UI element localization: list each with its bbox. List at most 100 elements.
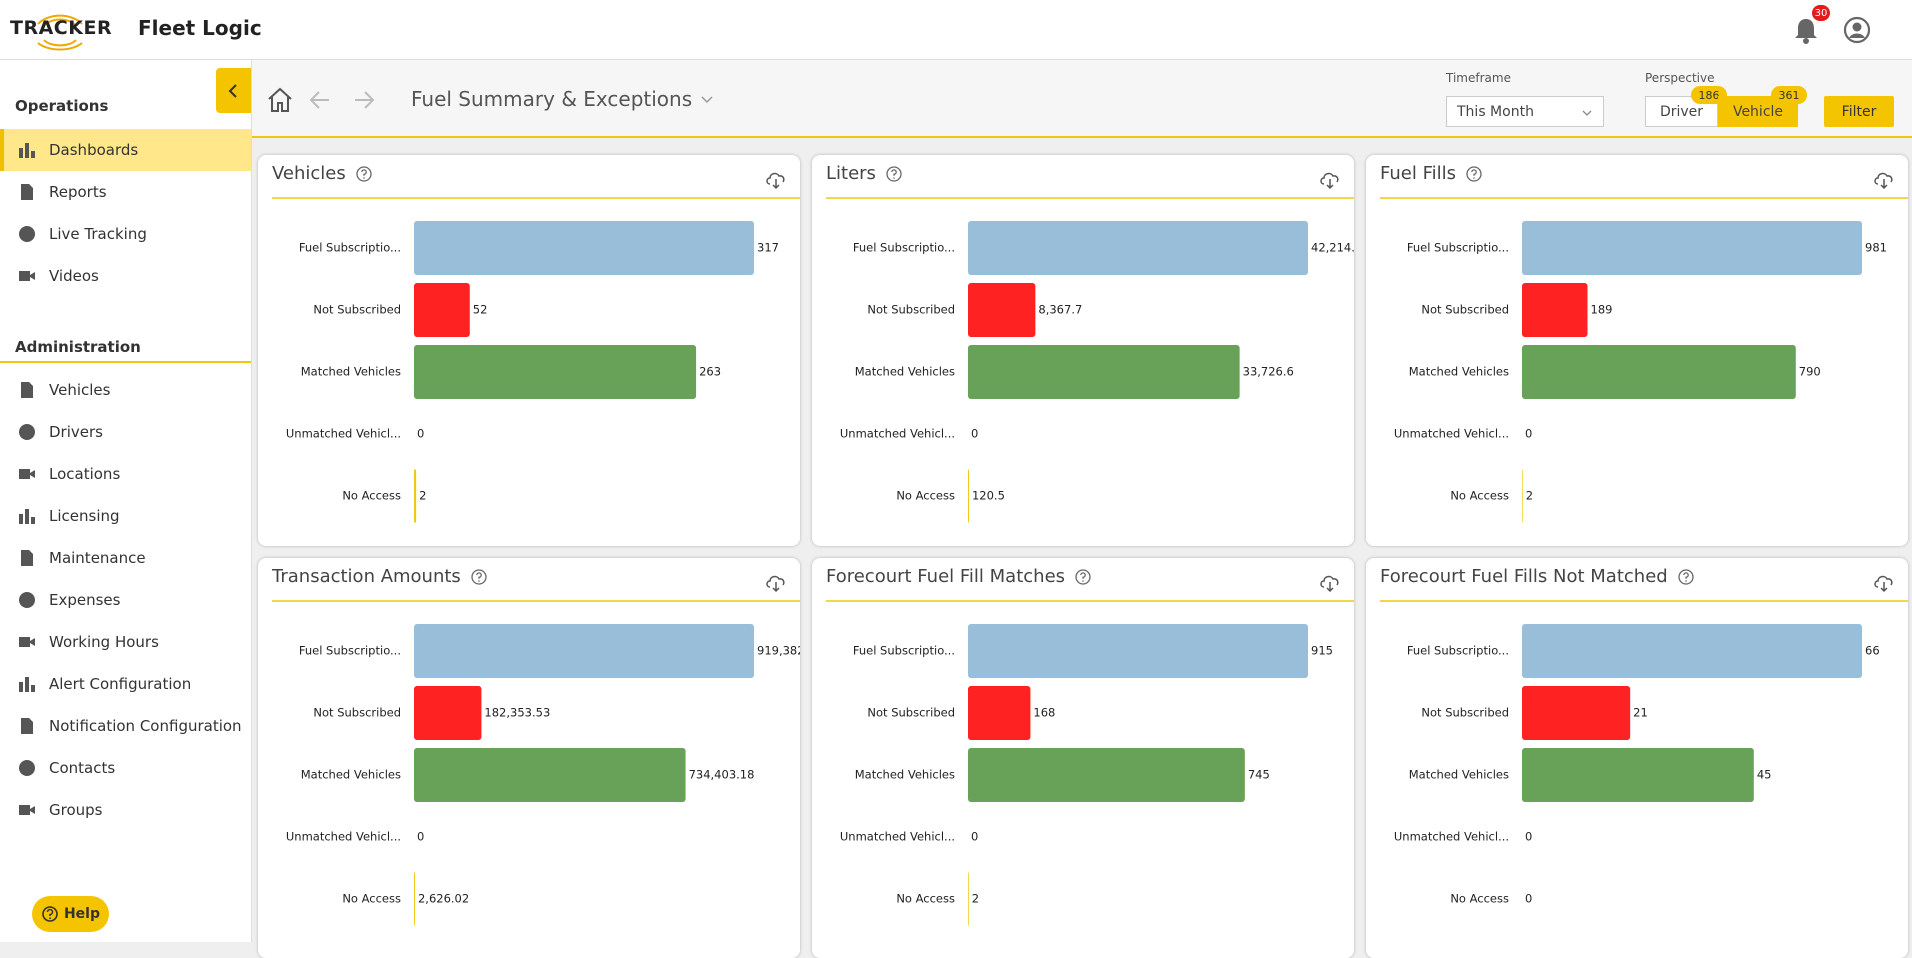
category-label: Not Subscribed <box>313 303 401 317</box>
nav-item[interactable]: Dashboards <box>0 129 251 171</box>
icon-part <box>886 165 902 182</box>
timeframe-select[interactable]: This Month <box>1446 96 1604 127</box>
bar <box>414 283 470 337</box>
chart-title: Forecourt Fuel Fills Not Matched <box>1380 566 1668 587</box>
title-dropdown[interactable] <box>700 92 714 106</box>
nav-item[interactable]: Notification Configuration <box>0 705 251 747</box>
info-icon[interactable] <box>1074 568 1092 586</box>
value-label: 66 <box>1865 644 1880 658</box>
bar <box>414 624 754 678</box>
nav-label: Notification Configuration <box>49 717 242 735</box>
download-icon[interactable] <box>1874 172 1893 190</box>
notifications-icon[interactable] <box>1792 16 1820 44</box>
category-label: Unmatched Vehicl... <box>1394 427 1509 441</box>
chart-card: Fuel Subscriptio... 42,214.8 Not Subscribe… <box>812 155 1354 546</box>
forward-icon[interactable] <box>352 88 376 112</box>
value-label: 0 <box>417 830 424 844</box>
nav-label: Reports <box>49 183 107 201</box>
chart: Fuel Subscriptio... 915 Not Subscribed 168 M… <box>826 575 1354 926</box>
value-label: 981 <box>1865 241 1887 255</box>
icon-part <box>25 143 29 158</box>
item-icon <box>19 592 35 608</box>
chart-title-row: Forecourt Fuel Fill Matches <box>826 566 1092 587</box>
nav-item[interactable]: Live Tracking <box>0 213 251 255</box>
chart-title: Transaction Amounts <box>272 566 461 587</box>
perspective-button[interactable]: Driver <box>1645 96 1718 127</box>
nav-label: Drivers <box>49 423 103 441</box>
chart-title-row: Vehicles <box>272 163 373 184</box>
value-label: 734,403.18 <box>689 768 755 782</box>
value-label: 120.5 <box>972 489 1005 503</box>
chart-card: Fuel Subscriptio... 317 Not Subscribed 52 Ma… <box>258 155 800 546</box>
info-icon[interactable] <box>1677 568 1695 586</box>
nav-item[interactable]: Videos <box>0 255 251 297</box>
nav-item[interactable]: Contacts <box>0 747 251 789</box>
value-label: 919,382.73 <box>757 644 800 658</box>
nav-item[interactable]: Reports <box>0 171 251 213</box>
nav-item[interactable]: Maintenance <box>0 537 251 579</box>
bar <box>1522 221 1862 275</box>
nav-item[interactable]: Licensing <box>0 495 251 537</box>
filter-button[interactable]: Filter <box>1824 96 1894 127</box>
icon-part <box>21 184 33 200</box>
value-label: 8,367.7 <box>1038 303 1082 317</box>
user-icon[interactable] <box>1843 16 1871 44</box>
icon-part <box>1874 575 1893 593</box>
download-icon[interactable] <box>1320 172 1339 190</box>
icon-part <box>31 151 35 158</box>
item-icon <box>19 677 35 692</box>
category-label: Matched Vehicles <box>855 768 955 782</box>
category-label: No Access <box>1450 892 1509 906</box>
nav-item[interactable]: Locations <box>0 453 251 495</box>
nav-item[interactable]: Groups <box>0 789 251 831</box>
notification-badge: 30 <box>1812 5 1830 21</box>
icon-part <box>19 469 35 479</box>
chart: Fuel Subscriptio... 317 Not Subscribed 52 Ma… <box>272 172 800 523</box>
nav-item[interactable]: Expenses <box>0 579 251 621</box>
info-icon[interactable] <box>355 165 373 183</box>
home-icon[interactable] <box>266 86 294 114</box>
chart-title: Liters <box>826 163 876 184</box>
nav-label: Live Tracking <box>49 225 147 243</box>
category-label: Matched Vehicles <box>301 768 401 782</box>
chart: Fuel Subscriptio... 42,214.8 Not Subscribe… <box>826 172 1354 523</box>
product-name: Fleet Logic <box>138 16 262 40</box>
info-icon[interactable] <box>470 568 488 586</box>
item-icon <box>19 805 35 815</box>
back-icon[interactable] <box>308 88 332 112</box>
icon-part <box>1320 172 1339 190</box>
nav-label: Videos <box>49 267 99 285</box>
item-icon <box>19 469 35 479</box>
download-icon[interactable] <box>766 575 785 593</box>
nav-item[interactable]: Drivers <box>0 411 251 453</box>
sidebar: Operations Dashboards Reports Live Tracking… <box>0 60 252 942</box>
nav-label: Locations <box>49 465 121 483</box>
nav-item[interactable]: Vehicles <box>0 369 251 411</box>
category-label: Not Subscribed <box>867 706 955 720</box>
item-icon <box>19 424 35 440</box>
info-icon[interactable] <box>885 165 903 183</box>
icon-part <box>1320 575 1339 593</box>
info-icon[interactable] <box>1465 165 1483 183</box>
section-title: Operations <box>15 97 109 115</box>
nav-item[interactable]: Working Hours <box>0 621 251 663</box>
download-icon[interactable] <box>1874 575 1893 593</box>
download-icon[interactable] <box>766 172 785 190</box>
value-label: 263 <box>699 365 721 379</box>
category-label: Unmatched Vehicl... <box>840 830 955 844</box>
chart-title-row: Fuel Fills <box>1380 163 1483 184</box>
value-label: 42,214.8 <box>1311 241 1354 255</box>
chart: Fuel Subscriptio... 981 Not Subscribed 189 M… <box>1380 172 1908 523</box>
chart-title-row: Liters <box>826 163 903 184</box>
nav-label: Expenses <box>49 591 121 609</box>
bar <box>414 469 417 523</box>
help-button[interactable]: Help <box>32 896 109 932</box>
icon-part <box>1075 568 1091 585</box>
help-icon <box>42 906 58 922</box>
download-icon[interactable] <box>1320 575 1339 593</box>
value-label: 182,353.53 <box>484 706 550 720</box>
nav-item[interactable]: Alert Configuration <box>0 663 251 705</box>
collapse-button[interactable] <box>216 68 251 113</box>
icon-part <box>19 424 35 440</box>
